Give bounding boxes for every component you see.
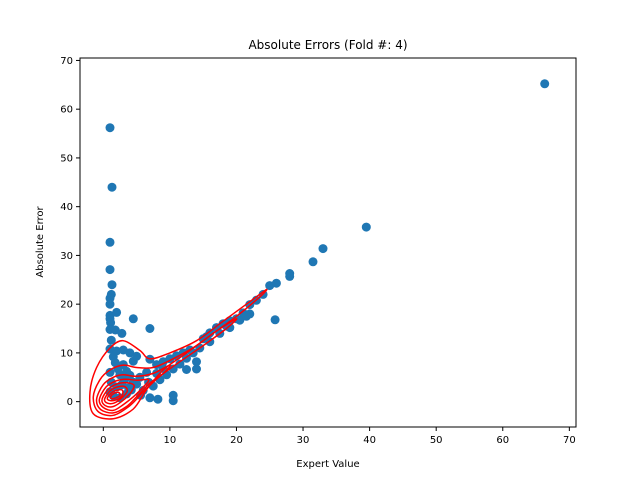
scatter-point-19	[125, 348, 135, 358]
plot-frame	[79, 57, 577, 428]
scatter-point-48	[270, 315, 280, 325]
scatter-point-56	[168, 390, 178, 400]
x-axis: 0 10 20 30 40 50 60 70	[100, 427, 576, 446]
x-tick-label: 0	[100, 435, 106, 446]
scatter-point-58	[145, 393, 155, 403]
scatter-point-93	[124, 383, 134, 393]
scatter-point-90	[105, 367, 115, 377]
scatter-point-20	[128, 314, 138, 324]
scatter-point-7	[105, 299, 115, 309]
x-tick-label: 50	[430, 435, 443, 446]
scatter-point-24	[132, 351, 142, 361]
scatter-point-4	[107, 280, 117, 290]
y-tick-label: 20	[60, 300, 73, 311]
scatter-point-1	[107, 182, 117, 192]
y-tick-label: 50	[60, 153, 73, 164]
scatter-point-54	[540, 79, 550, 89]
scatter-point-72	[235, 315, 245, 325]
scatter-point-99	[241, 311, 251, 321]
y-tick-label: 0	[67, 397, 73, 408]
density-contour-5	[103, 385, 129, 405]
density-contour-1	[92, 318, 238, 417]
scatter-point-64	[168, 364, 178, 374]
x-tick-label: 10	[164, 435, 177, 446]
plot-area	[79, 57, 577, 428]
scatter-point-21	[145, 324, 155, 333]
density-contour-0	[88, 288, 268, 420]
chart-title: Absolute Errors (Fold #: 4)	[248, 38, 407, 52]
density-contours	[88, 288, 268, 420]
scatter-point-57	[153, 394, 163, 404]
y-tick-label: 60	[60, 105, 73, 116]
scatter-point-53	[361, 222, 371, 232]
scatter-point-34	[192, 357, 201, 367]
density-contour-2	[95, 364, 171, 414]
density-contour-4	[101, 381, 135, 408]
scatter-point-50	[285, 269, 295, 278]
y-tick-label: 70	[60, 56, 73, 67]
x-tick-label: 20	[230, 435, 243, 446]
x-tick-label: 60	[496, 435, 509, 446]
density-contour-6	[106, 388, 124, 402]
density-contour-7	[109, 391, 121, 400]
y-tick-label: 40	[60, 202, 73, 213]
scatter-point-32	[182, 365, 191, 374]
x-tick-label: 40	[363, 435, 376, 446]
scatter-point-2	[105, 237, 115, 247]
y-tick-label: 10	[60, 348, 73, 359]
y-axis-label: Absolute Error	[35, 205, 46, 277]
scatter-point-52	[318, 244, 328, 254]
x-tick-label: 30	[297, 435, 310, 446]
scatter-point-47	[271, 278, 281, 288]
scatter-point-11	[106, 318, 116, 328]
scatter-point-3	[105, 265, 115, 275]
y-tick-label: 30	[60, 251, 73, 262]
x-tick-label: 70	[563, 435, 576, 446]
scatter-point-14	[117, 328, 127, 338]
scatter-point-33	[192, 364, 201, 374]
scatter-point-9	[112, 307, 122, 317]
y-axis: 0 10 20 30 40 50 60 70	[60, 56, 80, 408]
scatter-point-65	[175, 359, 185, 369]
x-axis-label: Expert Value	[296, 459, 359, 470]
scatter-point-0	[105, 123, 115, 133]
scatter-point-51	[308, 257, 318, 267]
density-contour-3	[98, 378, 150, 412]
scatter-point-15	[106, 335, 116, 345]
scatter-point-98	[222, 321, 231, 331]
